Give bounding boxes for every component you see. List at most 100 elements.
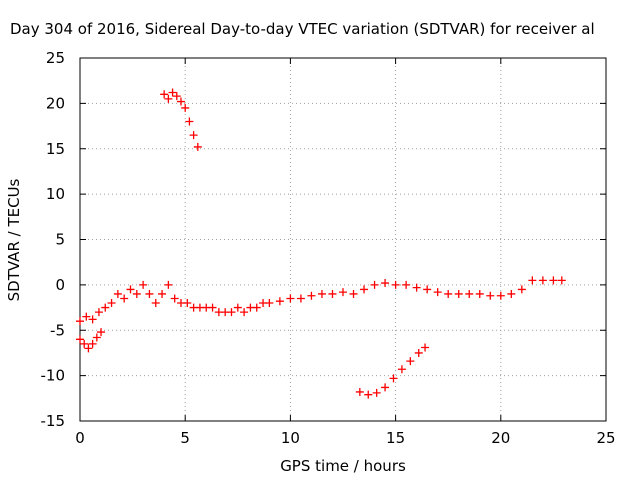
- data-point: [486, 291, 495, 300]
- data-point: [160, 90, 169, 99]
- data-point: [349, 289, 358, 298]
- data-point: [107, 299, 116, 308]
- data-point: [364, 390, 373, 399]
- data-point: [307, 291, 316, 300]
- data-point: [528, 276, 537, 285]
- data-point: [181, 103, 190, 112]
- y-tick-label: -15: [41, 412, 66, 430]
- data-point: [402, 280, 411, 289]
- data-point: [421, 343, 430, 352]
- x-tick-label: 15: [386, 429, 405, 447]
- data-point: [286, 294, 295, 303]
- data-point: [113, 289, 122, 298]
- data-point: [355, 387, 364, 396]
- data-point: [189, 131, 198, 140]
- data-point: [372, 388, 381, 397]
- data-point: [227, 308, 236, 317]
- data-point: [381, 279, 390, 288]
- data-point: [84, 344, 93, 353]
- data-point: [170, 294, 179, 303]
- grid-lines: [80, 58, 606, 421]
- data-point: [275, 297, 284, 306]
- data-point: [406, 357, 415, 366]
- data-point: [423, 285, 432, 294]
- data-point: [158, 289, 167, 298]
- data-point: [208, 303, 217, 312]
- series-main-arc: [76, 276, 566, 326]
- data-point: [538, 276, 547, 285]
- data-point: [164, 280, 173, 289]
- data-point: [145, 289, 154, 298]
- x-axis-label: GPS time / hours: [280, 457, 406, 475]
- data-point: [164, 94, 173, 103]
- data-point: [172, 92, 181, 101]
- y-tick-label: 15: [46, 140, 65, 158]
- data-point: [381, 383, 390, 392]
- data-point: [557, 276, 566, 285]
- data-point: [97, 328, 106, 337]
- data-point: [151, 299, 160, 308]
- data-point: [465, 289, 474, 298]
- data-point: [444, 289, 453, 298]
- x-tick-label: 5: [180, 429, 190, 447]
- y-axis-label: SDTVAR / TECUs: [5, 178, 23, 301]
- data-point: [397, 365, 406, 374]
- data-point: [80, 339, 89, 348]
- data-point: [433, 288, 442, 297]
- data-point: [328, 289, 337, 298]
- data-point: [120, 294, 129, 303]
- data-point: [475, 289, 484, 298]
- data-point: [412, 283, 421, 292]
- data-point: [183, 299, 192, 308]
- data-point: [265, 299, 274, 308]
- x-tick-label: 0: [75, 429, 85, 447]
- data-point: [76, 317, 84, 326]
- y-tick-label: -5: [50, 321, 65, 339]
- y-tick-label: 25: [46, 49, 65, 67]
- series-early-dip-arc: [76, 328, 106, 353]
- data-point: [517, 285, 526, 294]
- data-point: [82, 312, 91, 321]
- data-point: [252, 303, 261, 312]
- data-point: [76, 335, 84, 344]
- data-point: [233, 303, 242, 312]
- data-point: [185, 117, 194, 126]
- data-point: [549, 276, 558, 285]
- series-low-arc: [355, 343, 430, 399]
- data-point: [370, 280, 379, 289]
- data-point: [88, 339, 97, 348]
- data-point: [132, 289, 141, 298]
- y-tick-label: 5: [55, 231, 65, 249]
- data-point: [101, 303, 110, 312]
- data-points: [76, 88, 566, 399]
- chart-title: Day 304 of 2016, Sidereal Day-to-day VTE…: [10, 20, 595, 38]
- data-point: [126, 285, 135, 294]
- data-point: [389, 374, 398, 383]
- data-point: [454, 289, 463, 298]
- plot-frame: [79, 57, 607, 422]
- series-high-arc: [160, 88, 202, 151]
- y-tick-label: 10: [46, 185, 65, 203]
- data-point: [240, 308, 249, 317]
- data-point: [139, 280, 148, 289]
- data-point: [92, 333, 101, 342]
- x-tick-label: 10: [281, 429, 300, 447]
- y-tick-label: 20: [46, 94, 65, 112]
- y-tick-label: 0: [55, 276, 65, 294]
- data-point: [296, 294, 305, 303]
- data-point: [339, 288, 347, 297]
- x-tick-label: 25: [596, 429, 615, 447]
- axis-ticks: 0 5 10 15 20 25 -15 -10 -5 0 5 10 15 20 25: [41, 49, 616, 447]
- data-point: [88, 315, 97, 324]
- data-point: [317, 289, 326, 298]
- data-point: [507, 289, 516, 298]
- data-point: [193, 142, 202, 151]
- data-point: [94, 308, 103, 317]
- x-tick-label: 20: [491, 429, 510, 447]
- data-point: [414, 348, 423, 357]
- data-point: [360, 285, 369, 294]
- data-point: [391, 280, 400, 289]
- data-point: [168, 88, 177, 97]
- data-point: [176, 97, 185, 106]
